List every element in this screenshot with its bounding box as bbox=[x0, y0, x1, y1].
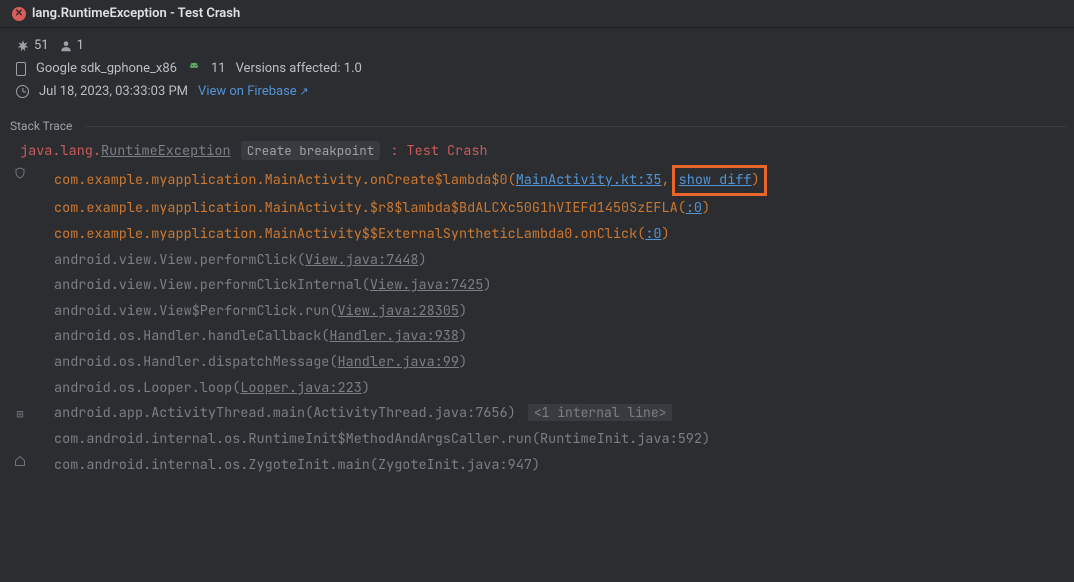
device-row: Google sdk_gphone_x86 11 Versions affect… bbox=[16, 61, 1058, 76]
internal-line-chip[interactable]: <1 internal line> bbox=[528, 404, 673, 421]
stack-frame: com.android.internal.os.RuntimeInit$Meth… bbox=[8, 427, 1066, 453]
exception-package: java.lang. bbox=[20, 142, 101, 160]
gutter-icon[interactable] bbox=[8, 165, 32, 179]
frame-text: android.os.Looper.loop(Looper.java:223) bbox=[32, 376, 1066, 402]
device-name: Google sdk_gphone_x86 bbox=[36, 61, 177, 76]
gutter-icon bbox=[8, 376, 32, 378]
title-bar: ✕ lang.RuntimeException - Test Crash bbox=[0, 0, 1074, 28]
source-link[interactable]: :0 bbox=[686, 199, 702, 217]
stack-frame: com.example.myapplication.MainActivity$$… bbox=[8, 222, 1066, 248]
stack-trace: java.lang.RuntimeException Create breakp… bbox=[0, 137, 1074, 490]
stack-frame: android.view.View$PerformClick.run(View.… bbox=[8, 299, 1066, 325]
gutter-icon bbox=[8, 350, 32, 352]
frame-text: com.android.internal.os.ZygoteInit.main(… bbox=[32, 453, 1066, 479]
os-version: 11 bbox=[211, 61, 226, 76]
device-icon bbox=[16, 62, 26, 76]
window-title: lang.RuntimeException - Test Crash bbox=[32, 6, 240, 21]
frame-text: android.view.View.performClickInternal(V… bbox=[32, 273, 1066, 299]
stack-frame: android.os.Handler.dispatchMessage(Handl… bbox=[8, 350, 1066, 376]
stack-frame: ⊞android.app.ActivityThread.main(Activit… bbox=[8, 401, 1066, 427]
stack-frame: android.view.View.performClickInternal(V… bbox=[8, 273, 1066, 299]
user-icon bbox=[59, 39, 73, 53]
crash-icon bbox=[16, 39, 30, 53]
crash-count-value: 51 bbox=[34, 38, 49, 53]
crash-count: 51 bbox=[16, 38, 49, 53]
frame-text: android.view.View$PerformClick.run(View.… bbox=[32, 299, 1066, 325]
timestamp-row: Jul 18, 2023, 03:33:03 PM View on Fireba… bbox=[16, 84, 1058, 99]
gutter-icon bbox=[8, 299, 32, 301]
create-breakpoint-button[interactable]: Create breakpoint bbox=[241, 141, 381, 160]
frame-text: com.android.internal.os.RuntimeInit$Meth… bbox=[32, 427, 1066, 453]
stack-frame: com.android.internal.os.ZygoteInit.main(… bbox=[8, 453, 1066, 479]
frame-text: android.app.ActivityThread.main(Activity… bbox=[32, 401, 1066, 427]
gutter-icon bbox=[8, 196, 32, 198]
source-link[interactable]: View.java:28305 bbox=[338, 302, 460, 320]
source-link[interactable]: :0 bbox=[645, 225, 661, 243]
source-link[interactable]: Looper.java:223 bbox=[240, 379, 362, 397]
gutter-icon bbox=[8, 222, 32, 224]
stack-frame: com.example.myapplication.MainActivity.o… bbox=[8, 165, 1066, 197]
stack-frame: android.view.View.performClick(View.java… bbox=[8, 248, 1066, 274]
versions-affected: Versions affected: 1.0 bbox=[236, 61, 362, 76]
frame-text: android.view.View.performClick(View.java… bbox=[32, 248, 1066, 274]
exception-colon: : bbox=[382, 142, 406, 160]
frame-text: android.os.Handler.handleCallback(Handle… bbox=[32, 324, 1066, 350]
exception-class[interactable]: RuntimeException bbox=[101, 142, 231, 160]
android-icon bbox=[187, 62, 201, 76]
clock-icon bbox=[16, 85, 29, 98]
error-icon: ✕ bbox=[12, 7, 26, 21]
counts-row: 51 1 bbox=[16, 38, 1058, 53]
source-link[interactable]: Handler.java:938 bbox=[329, 327, 459, 345]
timestamp: Jul 18, 2023, 03:33:03 PM bbox=[39, 84, 188, 99]
frame-text: com.example.myapplication.MainActivity$$… bbox=[32, 222, 1066, 248]
stack-frame: android.os.Looper.loop(Looper.java:223) bbox=[8, 376, 1066, 402]
firebase-link[interactable]: View on Firebase bbox=[198, 84, 309, 99]
user-count-value: 1 bbox=[77, 38, 84, 53]
section-label: Stack Trace bbox=[0, 115, 1074, 137]
user-count: 1 bbox=[59, 38, 84, 53]
source-link[interactable]: MainActivity.kt:35 bbox=[516, 171, 662, 189]
source-link[interactable]: View.java:7425 bbox=[370, 276, 483, 294]
gutter-icon bbox=[8, 427, 32, 429]
gutter-icon[interactable]: ⊞ bbox=[8, 401, 32, 426]
stack-frame: com.example.myapplication.MainActivity.$… bbox=[8, 196, 1066, 222]
gutter-icon bbox=[8, 273, 32, 275]
stack-frame: android.os.Handler.handleCallback(Handle… bbox=[8, 324, 1066, 350]
frame-text: com.example.myapplication.MainActivity.$… bbox=[32, 196, 1066, 222]
meta-area: 51 1 Google sdk_gphone_x86 11 Versions a… bbox=[0, 28, 1074, 115]
gutter-icon bbox=[8, 324, 32, 326]
source-link[interactable]: View.java:7448 bbox=[305, 251, 418, 269]
exception-header: java.lang.RuntimeException Create breakp… bbox=[8, 139, 1066, 165]
show-diff-link[interactable]: show diff bbox=[679, 171, 752, 189]
gutter-icon[interactable] bbox=[8, 453, 32, 467]
exception-message: Test Crash bbox=[407, 142, 488, 160]
source-link[interactable]: Handler.java:99 bbox=[338, 353, 460, 371]
frame-text: com.example.myapplication.MainActivity.o… bbox=[32, 165, 1066, 197]
gutter-icon bbox=[8, 248, 32, 250]
frame-text: android.os.Handler.dispatchMessage(Handl… bbox=[32, 350, 1066, 376]
